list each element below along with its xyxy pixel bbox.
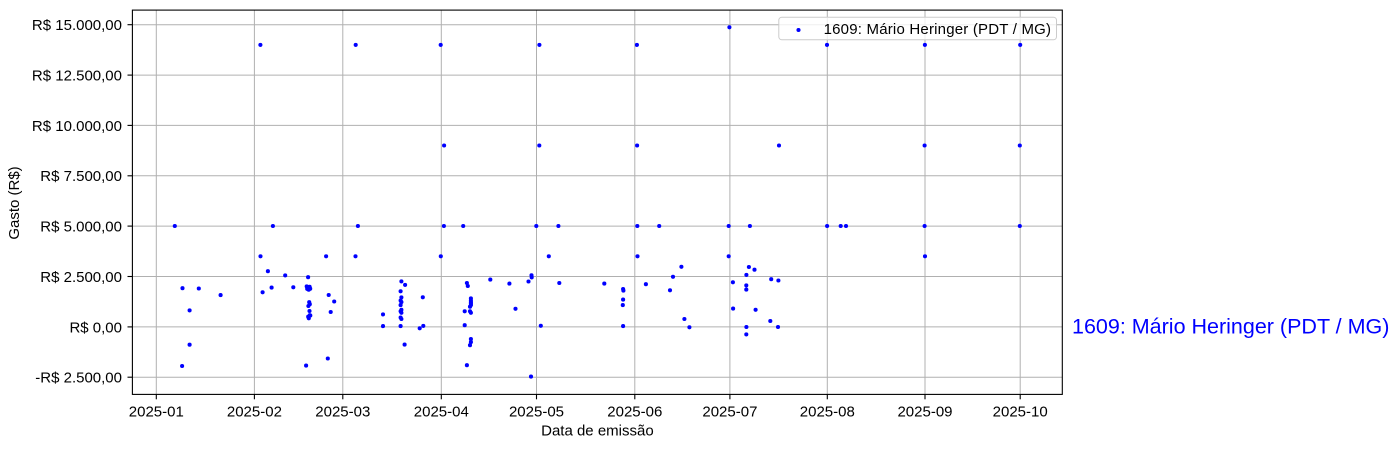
svg-text:R$ 12.500,00: R$ 12.500,00	[32, 68, 122, 85]
svg-text:1609: Mário Heringer (PDT / MG: 1609: Mário Heringer (PDT / MG)	[1072, 315, 1389, 339]
svg-text:-R$ 2.500,00: -R$ 2.500,00	[35, 370, 122, 387]
svg-text:2025-07: 2025-07	[702, 404, 757, 421]
svg-text:R$ 0,00: R$ 0,00	[69, 319, 122, 336]
svg-text:R$ 7.500,00: R$ 7.500,00	[40, 168, 122, 185]
svg-text:Data de emissão: Data de emissão	[541, 423, 654, 440]
svg-text:2025-02: 2025-02	[227, 404, 282, 421]
svg-text:2025-08: 2025-08	[800, 404, 855, 421]
svg-text:2025-09: 2025-09	[897, 404, 952, 421]
svg-text:R$ 15.000,00: R$ 15.000,00	[32, 17, 122, 34]
svg-text:R$ 5.000,00: R$ 5.000,00	[40, 219, 122, 236]
svg-text:2025-03: 2025-03	[315, 404, 370, 421]
svg-text:2025-04: 2025-04	[414, 404, 469, 421]
svg-text:2025-06: 2025-06	[607, 404, 662, 421]
svg-text:R$ 10.000,00: R$ 10.000,00	[32, 118, 122, 135]
svg-text:1609: Mário Heringer (PDT / MG: 1609: Mário Heringer (PDT / MG)	[824, 21, 1052, 38]
svg-text:Gasto (R$): Gasto (R$)	[6, 166, 23, 239]
svg-text:2025-05: 2025-05	[509, 404, 564, 421]
svg-text:R$ 2.500,00: R$ 2.500,00	[40, 269, 122, 286]
svg-text:2025-10: 2025-10	[993, 404, 1048, 421]
svg-text:2025-01: 2025-01	[129, 404, 184, 421]
